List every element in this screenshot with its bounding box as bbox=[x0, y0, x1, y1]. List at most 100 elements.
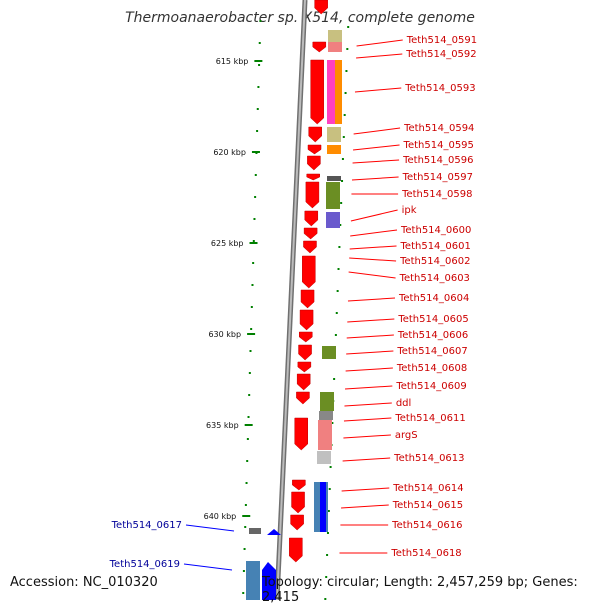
scale-dot bbox=[242, 592, 245, 594]
feature-box bbox=[319, 411, 333, 420]
leader-line bbox=[341, 504, 389, 509]
scale-dot bbox=[243, 548, 246, 550]
scale-dot bbox=[329, 466, 332, 468]
scale-dot bbox=[242, 570, 245, 572]
forward-gene-arrow bbox=[302, 255, 316, 289]
scale-dot bbox=[244, 504, 247, 506]
scale-dot bbox=[244, 526, 247, 528]
forward-gene-label: Teth514_0591 bbox=[406, 35, 477, 46]
feature-box bbox=[318, 420, 332, 450]
feature-box bbox=[327, 60, 335, 124]
leader-line bbox=[183, 563, 233, 571]
scale-dot bbox=[248, 372, 251, 374]
scale-dot bbox=[341, 180, 344, 182]
scale-tick-mark bbox=[251, 151, 260, 153]
leader-line bbox=[353, 144, 400, 151]
forward-gene-arrow bbox=[290, 514, 304, 531]
scale-dot bbox=[249, 350, 252, 352]
scale-dot bbox=[254, 174, 257, 176]
leader-line bbox=[348, 271, 396, 279]
forward-gene-arrow bbox=[300, 289, 315, 309]
scale-dot bbox=[334, 334, 337, 336]
scale-tick-mark bbox=[242, 515, 251, 517]
scale-tick-label: 635 kbp bbox=[206, 421, 239, 430]
scale-ticks: 615 kbp 620 kbp 625 kbp 630 kbp 635 kbp 640 k… bbox=[204, 57, 263, 521]
scale-dots-left bbox=[242, 20, 262, 594]
leader-line bbox=[346, 334, 394, 339]
forward-gene-arrow bbox=[314, 0, 328, 15]
forward-gene-label: Teth514_0618 bbox=[390, 548, 461, 559]
scale-dot bbox=[331, 422, 334, 424]
leader-line bbox=[350, 229, 398, 237]
scale-tick-mark bbox=[249, 242, 258, 244]
scale-tick-label: 625 kbp bbox=[211, 239, 244, 248]
feature-box bbox=[335, 60, 342, 124]
scale-dot bbox=[256, 108, 259, 110]
scale-dot bbox=[342, 136, 345, 138]
leader-line bbox=[343, 434, 391, 439]
leader-line bbox=[343, 417, 392, 422]
forward-gene-label: Teth514_0607 bbox=[396, 346, 467, 357]
scale-dot bbox=[257, 86, 260, 88]
feature-box bbox=[328, 42, 342, 52]
scale-dot bbox=[347, 26, 350, 28]
forward-gene-arrow bbox=[310, 59, 324, 125]
forward-gene-label: Teth514_0595 bbox=[403, 140, 474, 151]
scale-dot bbox=[252, 240, 255, 242]
feature-box bbox=[320, 482, 326, 532]
scale-dot bbox=[346, 48, 349, 50]
feature-box bbox=[246, 561, 260, 600]
forward-gene-arrow bbox=[304, 210, 319, 227]
scale-dot bbox=[345, 70, 348, 72]
scale-dot bbox=[327, 510, 330, 512]
forward-gene-label: Teth514_0609 bbox=[395, 381, 466, 392]
feature-box bbox=[328, 30, 342, 42]
forward-gene-label: Teth514_0604 bbox=[398, 293, 469, 304]
scale-dot bbox=[333, 378, 336, 380]
forward-gene-label: Teth514_0596 bbox=[402, 155, 473, 166]
gene-track bbox=[262, 0, 328, 600]
forward-gene-arrow bbox=[299, 309, 314, 331]
leader-line bbox=[353, 127, 401, 135]
scale-dot bbox=[324, 598, 327, 600]
leader-line bbox=[342, 457, 391, 462]
scale-dot bbox=[339, 224, 342, 226]
forward-gene-label: Teth514_0593 bbox=[404, 83, 475, 94]
leader-line bbox=[354, 87, 402, 93]
forward-gene-arrow bbox=[291, 491, 305, 514]
forward-gene-label: Teth514_0594 bbox=[403, 123, 474, 134]
forward-gene-label: Teth514_0603 bbox=[399, 273, 470, 284]
scale-tick-mark bbox=[247, 333, 256, 335]
forward-gene-label: Teth514_0608 bbox=[396, 363, 467, 374]
scale-dot bbox=[326, 532, 329, 534]
scale-tick-label: 630 kbp bbox=[208, 330, 241, 339]
forward-gene-arrow bbox=[297, 361, 312, 373]
forward-gene-label: Teth514_0602 bbox=[399, 256, 470, 267]
feature-box bbox=[322, 346, 336, 359]
forward-gene-arrow bbox=[307, 144, 322, 155]
forward-gene-label: Teth514_0615 bbox=[392, 500, 463, 511]
scale-dot bbox=[258, 42, 261, 44]
forward-gene-label: Teth514_0597 bbox=[402, 172, 473, 183]
scale-dot bbox=[344, 92, 347, 94]
forward-gene-label: Teth514_0592 bbox=[405, 49, 476, 60]
forward-gene-label: ddl bbox=[396, 398, 411, 409]
feature-box bbox=[327, 176, 341, 181]
forward-gene-arrow bbox=[307, 155, 321, 171]
feature-box bbox=[326, 182, 340, 209]
forward-gene-arrow bbox=[298, 344, 312, 361]
feature-box bbox=[320, 392, 334, 411]
forward-gene-label: ipk bbox=[402, 205, 417, 216]
feature-track bbox=[246, 30, 342, 600]
forward-gene-arrow bbox=[294, 417, 308, 451]
forward-gene-arrow bbox=[292, 479, 306, 491]
scale-dot bbox=[247, 416, 250, 418]
scale-dot bbox=[250, 328, 253, 330]
leader-line bbox=[349, 245, 397, 250]
forward-gene-arrow bbox=[305, 181, 320, 209]
reverse-gene-arrow bbox=[267, 529, 281, 535]
leader-line bbox=[346, 350, 394, 355]
leader-line bbox=[356, 39, 403, 47]
forward-gene-arrow bbox=[303, 240, 317, 254]
